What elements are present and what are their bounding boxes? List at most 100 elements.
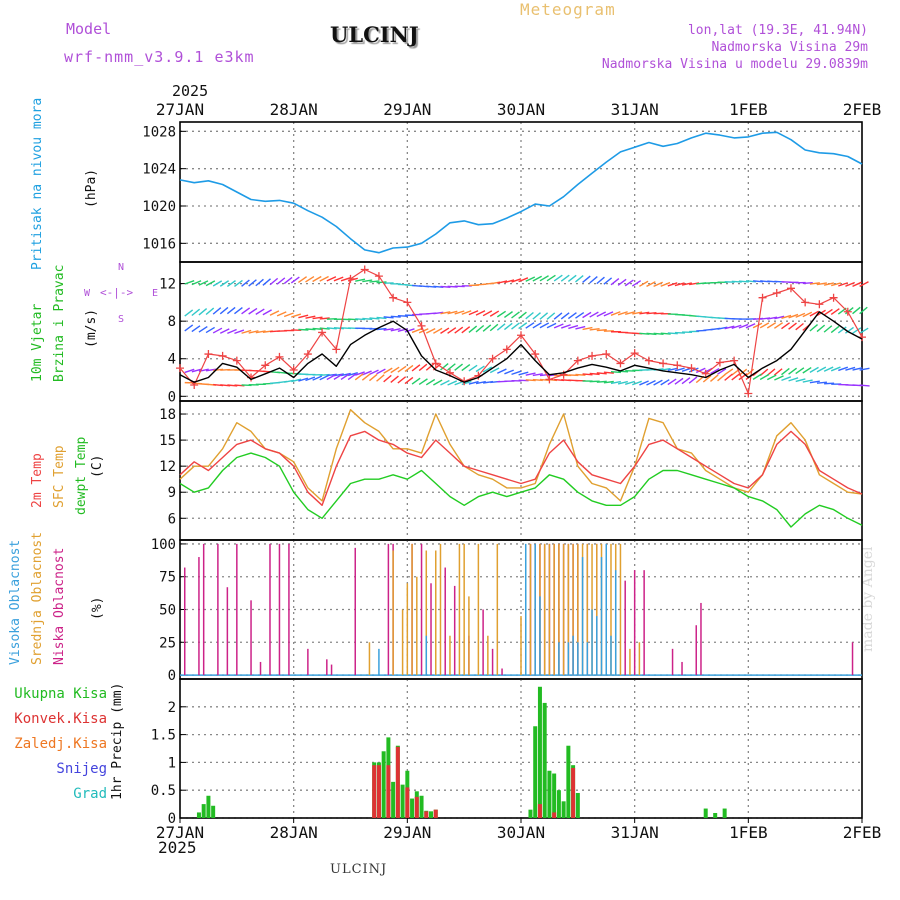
wind-barb [553, 274, 563, 282]
precip-conv-bar [433, 809, 438, 818]
wind-barb [376, 327, 387, 331]
wind-barb [617, 311, 628, 316]
gust-marker [815, 300, 824, 309]
wind-barb [624, 380, 635, 386]
wind-barb [248, 279, 257, 287]
wind-barb [525, 311, 534, 320]
wind-barb [617, 278, 627, 286]
wind-barb [298, 314, 309, 319]
precip-conv-bar [552, 812, 557, 818]
wind-barb [447, 327, 457, 334]
precip-total-bar [391, 781, 396, 818]
wind-barb [823, 325, 833, 333]
gust-marker [275, 352, 284, 361]
wind-barb [781, 367, 790, 376]
wind-barb [617, 380, 628, 385]
wind-barb [518, 322, 528, 330]
precip-total-bar [566, 745, 571, 818]
wind-barb [489, 310, 500, 317]
wind-barb [496, 323, 506, 331]
date-label-top: 2FEB [843, 100, 882, 119]
wind-barb [795, 312, 806, 318]
wind-barb [340, 277, 351, 282]
wind-barb [440, 363, 449, 371]
wind-barb [298, 276, 308, 284]
station-title: ULCINJ [330, 22, 419, 47]
gust-marker [204, 350, 213, 359]
y-tick-label: 12 [159, 459, 176, 475]
wind-barb [539, 275, 549, 282]
wind-barb [333, 276, 344, 282]
wind-barb [681, 377, 691, 385]
gust-marker [332, 345, 341, 354]
wind-barb [859, 367, 870, 371]
wind-barb [411, 364, 421, 372]
wind-barb [845, 366, 856, 371]
wind-barb [376, 316, 387, 320]
footer-station: ULCINJ [330, 862, 388, 877]
y-tick-label: 0 [168, 668, 176, 684]
wind-barb [646, 332, 657, 336]
wind-barb [212, 307, 222, 315]
gust-marker [744, 389, 753, 398]
wind-barb [830, 366, 841, 372]
wind-barb [852, 281, 862, 288]
wind-barb [589, 311, 599, 318]
wind-barb [639, 280, 649, 287]
wind-barb [717, 368, 727, 375]
wind-barb [312, 375, 323, 381]
wind-barb [283, 312, 294, 318]
wind-barb [717, 373, 726, 382]
wind-barb [773, 368, 783, 376]
compass-south: S [118, 314, 125, 325]
gust-marker [829, 293, 838, 302]
wind-barb [255, 308, 265, 315]
wind-barb [397, 376, 407, 384]
date-label-top: 28JAN [270, 100, 318, 119]
wind-barb [766, 374, 777, 381]
date-label-bottom: 1FEB [729, 823, 768, 842]
wind-barb [489, 323, 499, 332]
gust-marker [531, 350, 540, 359]
wind-barb [660, 281, 671, 287]
wind-barb [674, 331, 685, 334]
wind-barb [710, 367, 720, 375]
wind-barb [610, 278, 620, 286]
wind-barb [461, 364, 471, 372]
wind-barb [383, 367, 393, 374]
wind-barb [667, 282, 678, 287]
wind-barb [824, 382, 835, 385]
wind-barb [248, 330, 259, 334]
wind-barb [219, 306, 229, 315]
gust-marker [659, 359, 668, 368]
wind-barb [468, 380, 479, 385]
wind-barb [369, 369, 379, 375]
gust-marker [545, 375, 554, 384]
wind-barb [568, 324, 579, 330]
wind-barb [276, 311, 287, 317]
wind-barb [411, 377, 421, 385]
wind-barb [603, 311, 614, 317]
precip-total-bar [722, 808, 727, 818]
wind-barb [518, 277, 529, 283]
wind-barb [788, 377, 799, 382]
wind-barb [475, 380, 486, 385]
wind-barb [702, 375, 712, 383]
wind-barb [631, 280, 642, 287]
wind-barb [774, 315, 785, 320]
wind-barb [560, 274, 570, 282]
wind-barb [709, 374, 719, 382]
wind-barb [362, 370, 372, 376]
gust-marker [801, 298, 810, 307]
wind-barb [667, 378, 677, 386]
wind-barb [852, 367, 863, 371]
wind-barb [482, 310, 493, 317]
wind-barb [319, 327, 330, 330]
precip-total-bar [547, 770, 552, 818]
wind-barb [433, 327, 443, 334]
wind-barb [198, 280, 209, 286]
y-tick-label: 1028 [142, 124, 176, 140]
wind-barb [369, 280, 380, 283]
wind-barb [575, 311, 585, 319]
wind-barb [355, 278, 366, 282]
